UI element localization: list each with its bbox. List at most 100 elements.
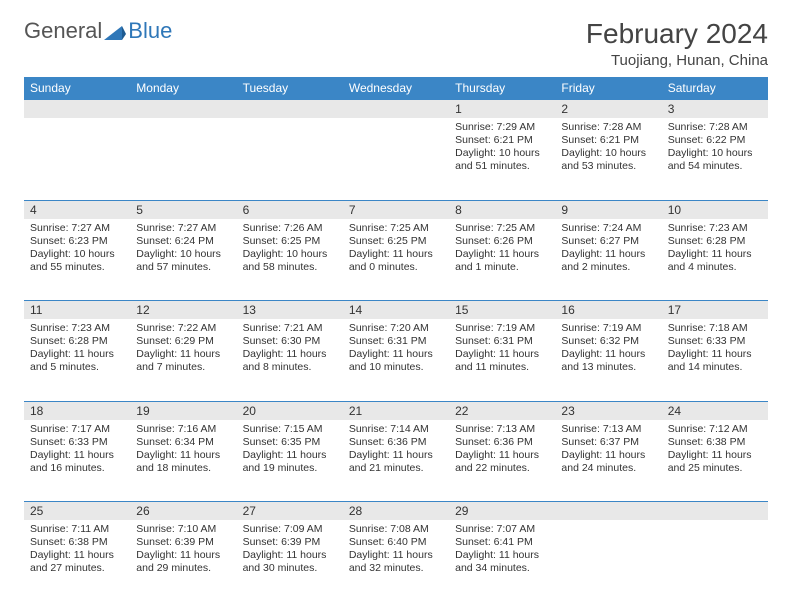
day-line: and 0 minutes.: [349, 261, 443, 274]
day-cell: Sunrise: 7:18 AMSunset: 6:33 PMDaylight:…: [662, 319, 768, 401]
day-line: Daylight: 11 hours: [30, 449, 124, 462]
day-line: Sunrise: 7:26 AM: [243, 222, 337, 235]
day-line: and 5 minutes.: [30, 361, 124, 374]
day-line: Daylight: 11 hours: [349, 348, 443, 361]
day-line: and 51 minutes.: [455, 160, 549, 173]
day-line: Daylight: 11 hours: [349, 248, 443, 261]
dow-header: Saturday: [662, 77, 768, 100]
day-line: Sunset: 6:38 PM: [668, 436, 762, 449]
day-cell: Sunrise: 7:12 AMSunset: 6:38 PMDaylight:…: [662, 420, 768, 502]
day-number: 25: [24, 502, 130, 521]
day-cell: Sunrise: 7:23 AMSunset: 6:28 PMDaylight:…: [24, 319, 130, 401]
day-line: Daylight: 11 hours: [30, 348, 124, 361]
day-cell: Sunrise: 7:10 AMSunset: 6:39 PMDaylight:…: [130, 520, 236, 602]
day-line: Sunrise: 7:20 AM: [349, 322, 443, 335]
header: General Blue February 2024 Tuojiang, Hun…: [24, 18, 768, 69]
day-line: Sunrise: 7:14 AM: [349, 423, 443, 436]
day-number: 19: [130, 401, 236, 420]
day-number: 22: [449, 401, 555, 420]
location: Tuojiang, Hunan, China: [586, 52, 768, 69]
day-line: Daylight: 10 hours: [243, 248, 337, 261]
day-line: Sunset: 6:33 PM: [30, 436, 124, 449]
day-line: and 24 minutes.: [561, 462, 655, 475]
brand-general: General: [24, 18, 102, 44]
day-line: Sunset: 6:35 PM: [243, 436, 337, 449]
day-line: Sunset: 6:22 PM: [668, 134, 762, 147]
day-number: 15: [449, 301, 555, 320]
day-cell: Sunrise: 7:25 AMSunset: 6:25 PMDaylight:…: [343, 219, 449, 301]
day-line: Daylight: 10 hours: [455, 147, 549, 160]
day-number: 16: [555, 301, 661, 320]
day-cell: Sunrise: 7:23 AMSunset: 6:28 PMDaylight:…: [662, 219, 768, 301]
day-line: Daylight: 11 hours: [668, 248, 762, 261]
day-line: Sunrise: 7:13 AM: [561, 423, 655, 436]
day-line: and 29 minutes.: [136, 562, 230, 575]
day-line: Daylight: 11 hours: [455, 348, 549, 361]
day-line: Sunrise: 7:17 AM: [30, 423, 124, 436]
day-cell: Sunrise: 7:07 AMSunset: 6:41 PMDaylight:…: [449, 520, 555, 602]
day-line: Sunrise: 7:16 AM: [136, 423, 230, 436]
day-number: 27: [237, 502, 343, 521]
day-line: Daylight: 11 hours: [243, 549, 337, 562]
day-line: Sunrise: 7:12 AM: [668, 423, 762, 436]
day-cell: Sunrise: 7:11 AMSunset: 6:38 PMDaylight:…: [24, 520, 130, 602]
day-line: and 19 minutes.: [243, 462, 337, 475]
day-line: and 25 minutes.: [668, 462, 762, 475]
day-line: Sunrise: 7:27 AM: [136, 222, 230, 235]
day-cell: Sunrise: 7:29 AMSunset: 6:21 PMDaylight:…: [449, 118, 555, 200]
dow-header: Wednesday: [343, 77, 449, 100]
title-block: February 2024 Tuojiang, Hunan, China: [586, 18, 768, 69]
day-line: Sunrise: 7:28 AM: [668, 121, 762, 134]
day-line: Sunset: 6:21 PM: [455, 134, 549, 147]
day-cell: [662, 520, 768, 602]
day-line: Sunset: 6:36 PM: [455, 436, 549, 449]
day-line: and 34 minutes.: [455, 562, 549, 575]
day-line: Sunrise: 7:18 AM: [668, 322, 762, 335]
day-number: [24, 100, 130, 119]
day-line: Daylight: 11 hours: [668, 449, 762, 462]
day-line: Sunrise: 7:13 AM: [455, 423, 549, 436]
calendar-table: SundayMondayTuesdayWednesdayThursdayFrid…: [24, 77, 768, 602]
day-number: [343, 100, 449, 119]
day-line: Sunrise: 7:19 AM: [455, 322, 549, 335]
day-line: Sunrise: 7:10 AM: [136, 523, 230, 536]
day-cell: Sunrise: 7:09 AMSunset: 6:39 PMDaylight:…: [237, 520, 343, 602]
day-number: 20: [237, 401, 343, 420]
day-line: Sunrise: 7:11 AM: [30, 523, 124, 536]
day-line: Sunrise: 7:25 AM: [455, 222, 549, 235]
day-line: and 16 minutes.: [30, 462, 124, 475]
day-cell: Sunrise: 7:08 AMSunset: 6:40 PMDaylight:…: [343, 520, 449, 602]
day-number: 18: [24, 401, 130, 420]
day-number: [130, 100, 236, 119]
day-line: and 27 minutes.: [30, 562, 124, 575]
day-number: [555, 502, 661, 521]
day-line: Sunset: 6:28 PM: [30, 335, 124, 348]
day-line: Sunset: 6:37 PM: [561, 436, 655, 449]
day-line: Daylight: 11 hours: [349, 549, 443, 562]
day-cell: [237, 118, 343, 200]
day-line: Sunrise: 7:24 AM: [561, 222, 655, 235]
day-cell: Sunrise: 7:14 AMSunset: 6:36 PMDaylight:…: [343, 420, 449, 502]
day-cell: Sunrise: 7:27 AMSunset: 6:24 PMDaylight:…: [130, 219, 236, 301]
day-line: and 14 minutes.: [668, 361, 762, 374]
day-number: 21: [343, 401, 449, 420]
day-line: and 30 minutes.: [243, 562, 337, 575]
day-line: Daylight: 10 hours: [561, 147, 655, 160]
day-number: 8: [449, 200, 555, 219]
day-cell: Sunrise: 7:22 AMSunset: 6:29 PMDaylight:…: [130, 319, 236, 401]
day-number: 2: [555, 100, 661, 119]
day-line: Sunset: 6:33 PM: [668, 335, 762, 348]
day-number: 5: [130, 200, 236, 219]
day-line: Daylight: 11 hours: [561, 248, 655, 261]
day-line: Daylight: 11 hours: [455, 549, 549, 562]
day-number: [662, 502, 768, 521]
day-line: Sunset: 6:31 PM: [455, 335, 549, 348]
day-line: Daylight: 11 hours: [243, 449, 337, 462]
brand-blue: Blue: [128, 18, 172, 44]
day-cell: Sunrise: 7:24 AMSunset: 6:27 PMDaylight:…: [555, 219, 661, 301]
day-line: Sunset: 6:29 PM: [136, 335, 230, 348]
dow-header: Thursday: [449, 77, 555, 100]
day-line: Sunrise: 7:28 AM: [561, 121, 655, 134]
day-number: 29: [449, 502, 555, 521]
day-line: Sunset: 6:21 PM: [561, 134, 655, 147]
